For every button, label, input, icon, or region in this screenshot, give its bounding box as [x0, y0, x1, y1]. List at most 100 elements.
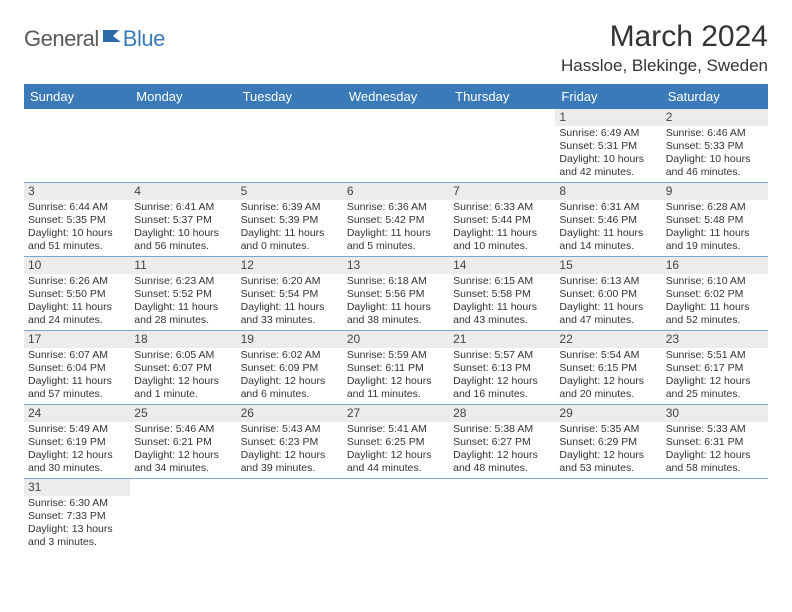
calendar-table: SundayMondayTuesdayWednesdayThursdayFrid… — [24, 84, 768, 552]
day-body: Sunrise: 6:05 AMSunset: 6:07 PMDaylight:… — [130, 348, 236, 404]
logo-text-general: General — [24, 26, 99, 52]
calendar-row: 17Sunrise: 6:07 AMSunset: 6:04 PMDayligh… — [24, 331, 768, 405]
calendar-row: 31Sunrise: 6:30 AMSunset: 7:33 PMDayligh… — [24, 479, 768, 553]
day-number: 31 — [24, 479, 130, 496]
calendar-cell — [24, 109, 130, 183]
calendar-cell: 30Sunrise: 5:33 AMSunset: 6:31 PMDayligh… — [662, 405, 768, 479]
day-number: 25 — [130, 405, 236, 422]
calendar-cell: 16Sunrise: 6:10 AMSunset: 6:02 PMDayligh… — [662, 257, 768, 331]
day-number: 7 — [449, 183, 555, 200]
day-number: 18 — [130, 331, 236, 348]
day-body: Sunrise: 5:51 AMSunset: 6:17 PMDaylight:… — [662, 348, 768, 404]
day-number: 3 — [24, 183, 130, 200]
title-block: March 2024 Hassloe, Blekinge, Sweden — [561, 20, 768, 76]
calendar-cell: 11Sunrise: 6:23 AMSunset: 5:52 PMDayligh… — [130, 257, 236, 331]
calendar-cell: 31Sunrise: 6:30 AMSunset: 7:33 PMDayligh… — [24, 479, 130, 553]
day-number: 13 — [343, 257, 449, 274]
calendar-cell — [343, 109, 449, 183]
calendar-row: 3Sunrise: 6:44 AMSunset: 5:35 PMDaylight… — [24, 183, 768, 257]
day-body: Sunrise: 6:10 AMSunset: 6:02 PMDaylight:… — [662, 274, 768, 330]
logo: General Blue — [24, 26, 165, 52]
day-body: Sunrise: 6:02 AMSunset: 6:09 PMDaylight:… — [237, 348, 343, 404]
calendar-cell — [555, 479, 661, 553]
weekday-header: Sunday — [24, 84, 130, 109]
calendar-cell: 23Sunrise: 5:51 AMSunset: 6:17 PMDayligh… — [662, 331, 768, 405]
day-body: Sunrise: 5:59 AMSunset: 6:11 PMDaylight:… — [343, 348, 449, 404]
day-body: Sunrise: 6:49 AMSunset: 5:31 PMDaylight:… — [555, 126, 661, 182]
day-body: Sunrise: 6:15 AMSunset: 5:58 PMDaylight:… — [449, 274, 555, 330]
day-number: 10 — [24, 257, 130, 274]
day-number: 14 — [449, 257, 555, 274]
calendar-cell: 13Sunrise: 6:18 AMSunset: 5:56 PMDayligh… — [343, 257, 449, 331]
calendar-cell: 7Sunrise: 6:33 AMSunset: 5:44 PMDaylight… — [449, 183, 555, 257]
calendar-body: 1Sunrise: 6:49 AMSunset: 5:31 PMDaylight… — [24, 109, 768, 552]
calendar-cell: 24Sunrise: 5:49 AMSunset: 6:19 PMDayligh… — [24, 405, 130, 479]
weekday-header: Wednesday — [343, 84, 449, 109]
calendar-cell: 21Sunrise: 5:57 AMSunset: 6:13 PMDayligh… — [449, 331, 555, 405]
day-number: 19 — [237, 331, 343, 348]
day-body: Sunrise: 6:31 AMSunset: 5:46 PMDaylight:… — [555, 200, 661, 256]
day-body: Sunrise: 5:49 AMSunset: 6:19 PMDaylight:… — [24, 422, 130, 478]
day-number: 16 — [662, 257, 768, 274]
day-number: 9 — [662, 183, 768, 200]
logo-flag-icon — [103, 28, 121, 42]
day-body: Sunrise: 5:54 AMSunset: 6:15 PMDaylight:… — [555, 348, 661, 404]
month-title: March 2024 — [561, 20, 768, 54]
calendar-cell: 17Sunrise: 6:07 AMSunset: 6:04 PMDayligh… — [24, 331, 130, 405]
day-body: Sunrise: 6:44 AMSunset: 5:35 PMDaylight:… — [24, 200, 130, 256]
day-number: 1 — [555, 109, 661, 126]
day-body: Sunrise: 6:30 AMSunset: 7:33 PMDaylight:… — [24, 496, 130, 552]
calendar-cell: 27Sunrise: 5:41 AMSunset: 6:25 PMDayligh… — [343, 405, 449, 479]
day-number: 20 — [343, 331, 449, 348]
calendar-cell: 19Sunrise: 6:02 AMSunset: 6:09 PMDayligh… — [237, 331, 343, 405]
calendar-cell — [662, 479, 768, 553]
calendar-cell: 18Sunrise: 6:05 AMSunset: 6:07 PMDayligh… — [130, 331, 236, 405]
weekday-header: Monday — [130, 84, 236, 109]
calendar-row: 10Sunrise: 6:26 AMSunset: 5:50 PMDayligh… — [24, 257, 768, 331]
day-number: 12 — [237, 257, 343, 274]
calendar-cell: 14Sunrise: 6:15 AMSunset: 5:58 PMDayligh… — [449, 257, 555, 331]
calendar-cell: 28Sunrise: 5:38 AMSunset: 6:27 PMDayligh… — [449, 405, 555, 479]
day-body: Sunrise: 5:41 AMSunset: 6:25 PMDaylight:… — [343, 422, 449, 478]
calendar-cell: 8Sunrise: 6:31 AMSunset: 5:46 PMDaylight… — [555, 183, 661, 257]
day-body: Sunrise: 5:35 AMSunset: 6:29 PMDaylight:… — [555, 422, 661, 478]
day-body: Sunrise: 5:33 AMSunset: 6:31 PMDaylight:… — [662, 422, 768, 478]
day-number: 17 — [24, 331, 130, 348]
calendar-cell: 12Sunrise: 6:20 AMSunset: 5:54 PMDayligh… — [237, 257, 343, 331]
day-number: 27 — [343, 405, 449, 422]
weekday-header: Tuesday — [237, 84, 343, 109]
day-body: Sunrise: 6:20 AMSunset: 5:54 PMDaylight:… — [237, 274, 343, 330]
calendar-cell: 22Sunrise: 5:54 AMSunset: 6:15 PMDayligh… — [555, 331, 661, 405]
day-body: Sunrise: 5:43 AMSunset: 6:23 PMDaylight:… — [237, 422, 343, 478]
day-number: 2 — [662, 109, 768, 126]
day-body: Sunrise: 6:07 AMSunset: 6:04 PMDaylight:… — [24, 348, 130, 404]
day-body: Sunrise: 5:57 AMSunset: 6:13 PMDaylight:… — [449, 348, 555, 404]
weekday-header: Thursday — [449, 84, 555, 109]
calendar-cell: 3Sunrise: 6:44 AMSunset: 5:35 PMDaylight… — [24, 183, 130, 257]
calendar-cell: 9Sunrise: 6:28 AMSunset: 5:48 PMDaylight… — [662, 183, 768, 257]
calendar-cell: 25Sunrise: 5:46 AMSunset: 6:21 PMDayligh… — [130, 405, 236, 479]
location: Hassloe, Blekinge, Sweden — [561, 56, 768, 76]
logo-text-blue: Blue — [123, 26, 165, 52]
calendar-cell: 6Sunrise: 6:36 AMSunset: 5:42 PMDaylight… — [343, 183, 449, 257]
day-body: Sunrise: 5:46 AMSunset: 6:21 PMDaylight:… — [130, 422, 236, 478]
calendar-cell: 20Sunrise: 5:59 AMSunset: 6:11 PMDayligh… — [343, 331, 449, 405]
calendar-cell — [130, 479, 236, 553]
day-number: 5 — [237, 183, 343, 200]
day-number: 28 — [449, 405, 555, 422]
day-number: 29 — [555, 405, 661, 422]
day-number: 24 — [24, 405, 130, 422]
day-number: 8 — [555, 183, 661, 200]
calendar-cell — [449, 479, 555, 553]
weekday-header: Friday — [555, 84, 661, 109]
weekday-header-row: SundayMondayTuesdayWednesdayThursdayFrid… — [24, 84, 768, 109]
day-number: 23 — [662, 331, 768, 348]
day-number: 21 — [449, 331, 555, 348]
day-body: Sunrise: 6:36 AMSunset: 5:42 PMDaylight:… — [343, 200, 449, 256]
calendar-cell: 5Sunrise: 6:39 AMSunset: 5:39 PMDaylight… — [237, 183, 343, 257]
day-body: Sunrise: 6:39 AMSunset: 5:39 PMDaylight:… — [237, 200, 343, 256]
day-body: Sunrise: 5:38 AMSunset: 6:27 PMDaylight:… — [449, 422, 555, 478]
day-body: Sunrise: 6:18 AMSunset: 5:56 PMDaylight:… — [343, 274, 449, 330]
day-body: Sunrise: 6:13 AMSunset: 6:00 PMDaylight:… — [555, 274, 661, 330]
calendar-cell — [130, 109, 236, 183]
